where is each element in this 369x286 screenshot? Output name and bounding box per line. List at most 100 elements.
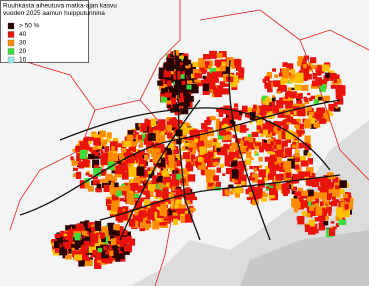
area-patch — [121, 160, 127, 165]
area-patch — [184, 78, 190, 84]
area-patch — [167, 53, 175, 62]
area-patch — [78, 161, 84, 169]
area-patch — [270, 141, 275, 147]
area-patch — [184, 137, 190, 144]
area-patch — [124, 153, 131, 158]
area-patch — [139, 210, 147, 218]
area-patch — [100, 150, 104, 154]
area-patch — [338, 219, 347, 226]
area-patch — [191, 157, 197, 160]
area-patch — [171, 98, 175, 104]
area-patch — [190, 83, 198, 93]
area-patch — [301, 85, 309, 91]
area-patch — [310, 57, 317, 64]
area-patch — [126, 187, 133, 193]
area-patch — [305, 177, 314, 186]
area-patch — [246, 137, 254, 143]
area-patch — [93, 228, 100, 237]
area-patch — [301, 211, 307, 216]
area-patch — [219, 127, 226, 136]
area-patch — [290, 175, 296, 180]
area-patch — [169, 54, 175, 58]
area-patch — [269, 188, 276, 196]
area-patch — [276, 144, 282, 150]
area-patch — [297, 100, 303, 104]
area-patch — [139, 142, 144, 148]
area-patch — [88, 146, 93, 152]
area-patch — [172, 169, 179, 174]
area-patch — [147, 133, 156, 141]
area-patch — [238, 69, 242, 73]
area-patch — [244, 113, 248, 118]
area-patch — [194, 161, 199, 166]
area-patch — [313, 121, 321, 128]
area-patch — [306, 196, 314, 203]
area-patch — [331, 201, 338, 207]
area-patch — [212, 161, 220, 167]
area-patch — [277, 104, 284, 109]
area-patch — [278, 85, 286, 92]
area-patch — [114, 236, 121, 245]
area-patch — [168, 152, 175, 162]
area-patch — [85, 256, 90, 262]
area-patch — [157, 80, 162, 86]
area-patch — [89, 232, 95, 240]
area-patch — [251, 176, 259, 183]
area-patch — [277, 109, 286, 118]
area-patch — [214, 59, 222, 66]
area-patch — [161, 145, 165, 148]
area-patch — [160, 131, 165, 135]
area-patch — [183, 142, 190, 147]
area-patch — [126, 134, 133, 141]
area-patch — [283, 113, 291, 118]
area-patch — [94, 252, 102, 261]
area-patch — [175, 82, 184, 93]
area-patch — [113, 224, 120, 231]
area-patch — [295, 149, 300, 154]
area-patch — [177, 97, 184, 103]
area-patch — [296, 72, 304, 84]
area-patch — [79, 149, 87, 159]
area-patch — [167, 132, 173, 139]
area-patch — [220, 59, 227, 64]
area-patch — [272, 105, 279, 114]
area-patch — [128, 238, 136, 246]
area-patch — [74, 241, 80, 246]
area-patch — [180, 74, 185, 79]
area-patch — [232, 166, 238, 171]
area-patch — [267, 71, 272, 79]
area-patch — [319, 117, 325, 124]
legend-swatch — [7, 22, 15, 30]
area-patch — [179, 55, 184, 59]
area-patch — [101, 168, 107, 176]
area-patch — [311, 202, 320, 209]
area-patch — [308, 219, 316, 227]
area-patch — [110, 196, 114, 200]
area-patch — [179, 84, 187, 93]
area-patch — [169, 87, 176, 92]
area-patch — [290, 186, 298, 191]
area-patch — [315, 206, 323, 216]
area-patch — [307, 158, 313, 165]
area-patch — [286, 116, 294, 123]
area-patch — [78, 243, 83, 249]
area-patch — [216, 118, 220, 122]
area-patch — [284, 119, 288, 122]
area-patch — [139, 178, 143, 184]
area-patch — [235, 67, 241, 71]
area-patch — [72, 250, 80, 258]
area-patch — [251, 137, 256, 144]
area-patch — [264, 82, 272, 89]
area-patch — [184, 213, 193, 223]
area-patch — [146, 170, 153, 175]
area-patch — [223, 134, 231, 141]
area-patch — [73, 173, 79, 178]
area-patch — [101, 152, 109, 160]
legend-label: 10 — [19, 57, 27, 64]
area-patch — [322, 199, 326, 202]
area-patch — [299, 123, 305, 130]
area-patch — [144, 180, 149, 184]
area-patch — [242, 137, 247, 143]
area-patch — [252, 199, 259, 206]
area-patch — [176, 160, 182, 167]
